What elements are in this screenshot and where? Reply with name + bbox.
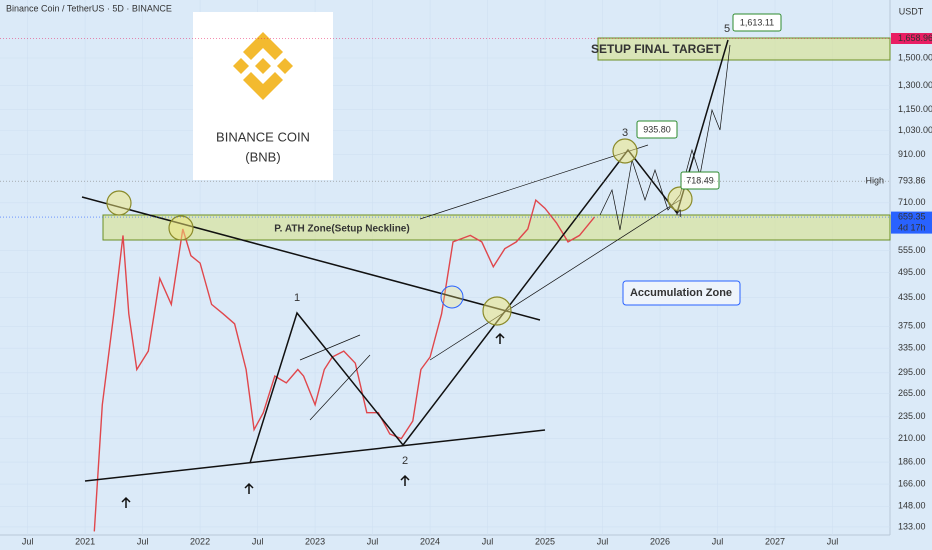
annotation: 1 bbox=[294, 292, 300, 304]
price-marker-note: High bbox=[865, 176, 884, 186]
annotation: 3 bbox=[622, 127, 628, 139]
y-tick-label: 210.00 bbox=[898, 433, 926, 443]
y-tick-label: 710.00 bbox=[898, 197, 926, 207]
y-tick-label: 495.00 bbox=[898, 267, 926, 277]
up-arrows bbox=[121, 332, 505, 508]
annotation: 5 bbox=[724, 23, 730, 35]
plot-area bbox=[0, 0, 890, 535]
x-tick-label: Jul bbox=[597, 536, 609, 546]
x-tick-label: Jul bbox=[482, 536, 494, 546]
annotation: P. ATH Zone(Setup Neckline) bbox=[274, 224, 409, 235]
x-tick-label: 2022 bbox=[190, 536, 210, 546]
y-tick-label: 910.00 bbox=[898, 149, 926, 159]
annotation: 1,613.11 bbox=[740, 17, 774, 27]
label-box bbox=[680, 171, 720, 190]
annotation: SETUP FINAL TARGET bbox=[591, 42, 722, 56]
target-zone bbox=[597, 37, 891, 61]
label-box bbox=[636, 120, 678, 139]
logo-text: BINANCE COIN bbox=[216, 129, 310, 144]
y-tick-label: 1,030.00 bbox=[898, 125, 932, 135]
x-tick-label: 2027 bbox=[765, 536, 785, 546]
logo-text: (BNB) bbox=[245, 149, 280, 164]
label-box bbox=[622, 280, 741, 306]
x-tick-label: Jul bbox=[712, 536, 724, 546]
price-marker-note: 4d 17h bbox=[898, 222, 926, 232]
annotation: 4 bbox=[676, 208, 682, 220]
x-tick-label: 2024 bbox=[420, 536, 440, 546]
price-marker-label: 793.86 bbox=[898, 176, 926, 186]
y-tick-label: 186.00 bbox=[898, 456, 926, 466]
x-tick-label: Jul bbox=[22, 536, 34, 546]
logo bbox=[233, 32, 293, 100]
y-tick-label: 148.00 bbox=[898, 501, 926, 511]
y-unit: USDT bbox=[899, 6, 924, 16]
x-tick-label: Jul bbox=[367, 536, 379, 546]
x-tick-label: 2021 bbox=[75, 536, 95, 546]
annotation: 718.49 bbox=[686, 175, 714, 185]
x-tick-label: Jul bbox=[827, 536, 839, 546]
y-tick-label: 265.00 bbox=[898, 388, 926, 398]
annotation: 2 bbox=[402, 455, 408, 467]
y-tick-label: 1,150.00 bbox=[898, 104, 932, 114]
chart-title: Binance Coin / TetherUS · 5D · BINANCE bbox=[6, 3, 172, 13]
circle bbox=[440, 285, 464, 309]
price-marker-label: 659.35 bbox=[898, 211, 926, 221]
y-tick-label: 435.00 bbox=[898, 292, 926, 302]
y-tick-label: 295.00 bbox=[898, 367, 926, 377]
y-tick-label: 133.00 bbox=[898, 521, 926, 531]
price-marker-label: 1,658.96 bbox=[898, 33, 932, 43]
y-tick-label: 375.00 bbox=[898, 321, 926, 331]
price-marker-box bbox=[891, 32, 932, 44]
circles bbox=[106, 138, 693, 326]
y-tick-label: 1,500.00 bbox=[898, 52, 932, 62]
y-tick-label: 335.00 bbox=[898, 343, 926, 353]
x-tick-label: 2025 bbox=[535, 536, 555, 546]
x-tick-label: 2023 bbox=[305, 536, 325, 546]
x-tick-label: Jul bbox=[252, 536, 264, 546]
price-marker-box bbox=[891, 175, 932, 187]
annotation: 935.80 bbox=[643, 124, 671, 134]
x-tick-label: Jul bbox=[137, 536, 149, 546]
price-line bbox=[93, 198, 596, 532]
y-tick-label: 166.00 bbox=[898, 478, 926, 488]
y-tick-label: 555.00 bbox=[898, 245, 926, 255]
label-box bbox=[732, 13, 782, 32]
x-tick-label: 2026 bbox=[650, 536, 670, 546]
annotation: Accumulation Zone bbox=[630, 287, 732, 299]
y-tick-label: 1,300.00 bbox=[898, 80, 932, 90]
price-marker-box bbox=[891, 211, 932, 234]
neckline-zone bbox=[102, 214, 891, 241]
y-tick-label: 235.00 bbox=[898, 411, 926, 421]
